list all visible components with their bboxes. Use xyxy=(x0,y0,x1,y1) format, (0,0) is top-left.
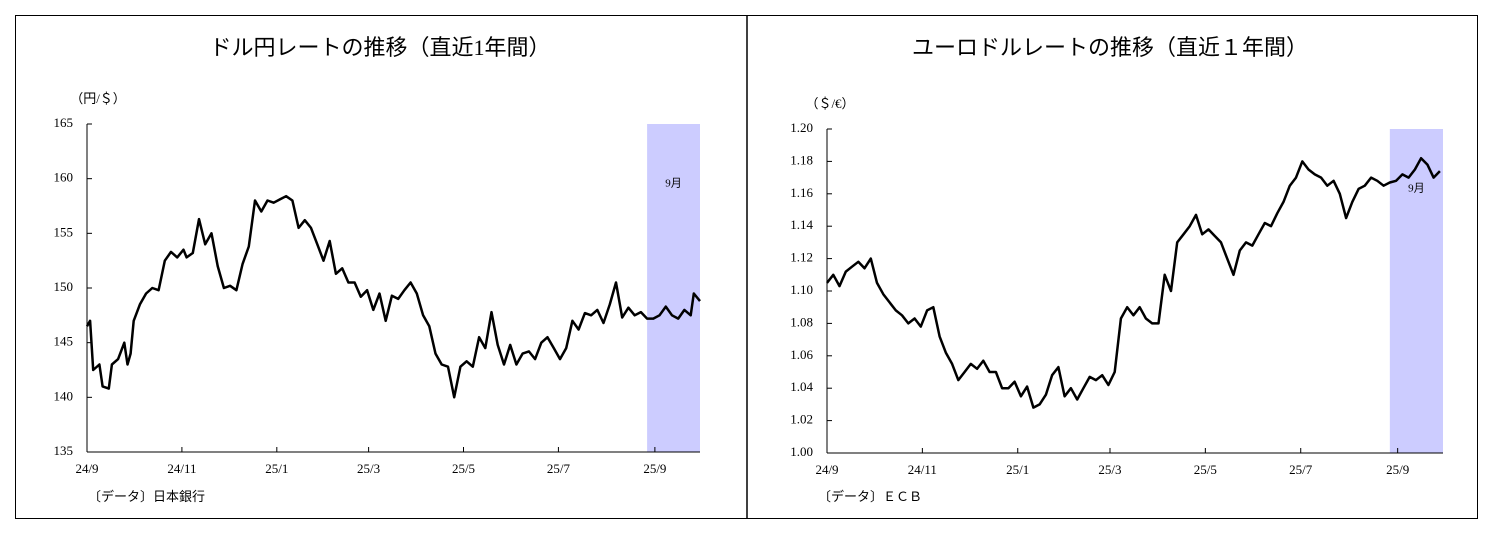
highlight-band xyxy=(1389,129,1443,453)
highlight-label: 9月 xyxy=(1408,183,1425,195)
source-note: 〔データ〕日本銀行 xyxy=(88,489,205,504)
x-tick-label: 25/9 xyxy=(643,461,666,476)
source-note: 〔データ〕ＥＣＢ xyxy=(818,489,922,504)
y-tick-label: 165 xyxy=(54,115,74,130)
y-tick-label: 1.20 xyxy=(790,120,813,135)
highlight-label: 9月 xyxy=(665,178,682,190)
y-tick-label: 140 xyxy=(54,388,74,403)
x-tick-label: 25/3 xyxy=(1098,462,1121,477)
unit-label: （＄/€） xyxy=(805,96,854,111)
y-tick-label: 1.12 xyxy=(790,250,813,265)
chart-title: ドル円レートの推移（直近1年間） xyxy=(209,35,550,60)
data-line xyxy=(85,194,701,399)
y-tick-label: 1.10 xyxy=(790,282,813,297)
x-tick-label: 25/3 xyxy=(357,461,380,476)
y-tick-label: 155 xyxy=(54,224,74,239)
y-tick-label: 1.02 xyxy=(790,412,813,427)
y-tick-label: 160 xyxy=(54,170,74,185)
x-tick-label: 24/9 xyxy=(75,461,98,476)
y-tick-label: 1.16 xyxy=(790,185,813,200)
y-tick-label: 145 xyxy=(54,334,74,349)
y-tick-label: 1.06 xyxy=(790,347,813,362)
unit-label: （円/＄） xyxy=(70,91,126,106)
highlight-band xyxy=(647,124,700,452)
x-tick-label: 25/5 xyxy=(1194,462,1217,477)
x-tick-label: 25/5 xyxy=(452,461,475,476)
data-line xyxy=(826,156,1441,409)
y-tick-label: 1.08 xyxy=(790,314,813,329)
y-tick-label: 1.00 xyxy=(790,444,813,459)
x-tick-label: 24/9 xyxy=(815,462,838,477)
x-tick-label: 25/7 xyxy=(547,461,571,476)
x-tick-label: 25/1 xyxy=(1006,462,1029,477)
chart-title: ユーロドルレートの推移（直近１年間） xyxy=(912,35,1308,60)
x-tick-label: 25/1 xyxy=(265,461,288,476)
x-tick-label: 24/11 xyxy=(167,461,196,476)
x-tick-label: 25/7 xyxy=(1289,462,1313,477)
y-tick-label: 1.18 xyxy=(790,152,813,167)
x-tick-label: 24/11 xyxy=(908,462,937,477)
y-tick-label: 135 xyxy=(54,443,74,458)
y-tick-label: 1.14 xyxy=(790,217,813,232)
y-tick-label: 150 xyxy=(54,279,74,294)
y-tick-label: 1.04 xyxy=(790,379,813,394)
x-tick-label: 25/9 xyxy=(1386,462,1409,477)
